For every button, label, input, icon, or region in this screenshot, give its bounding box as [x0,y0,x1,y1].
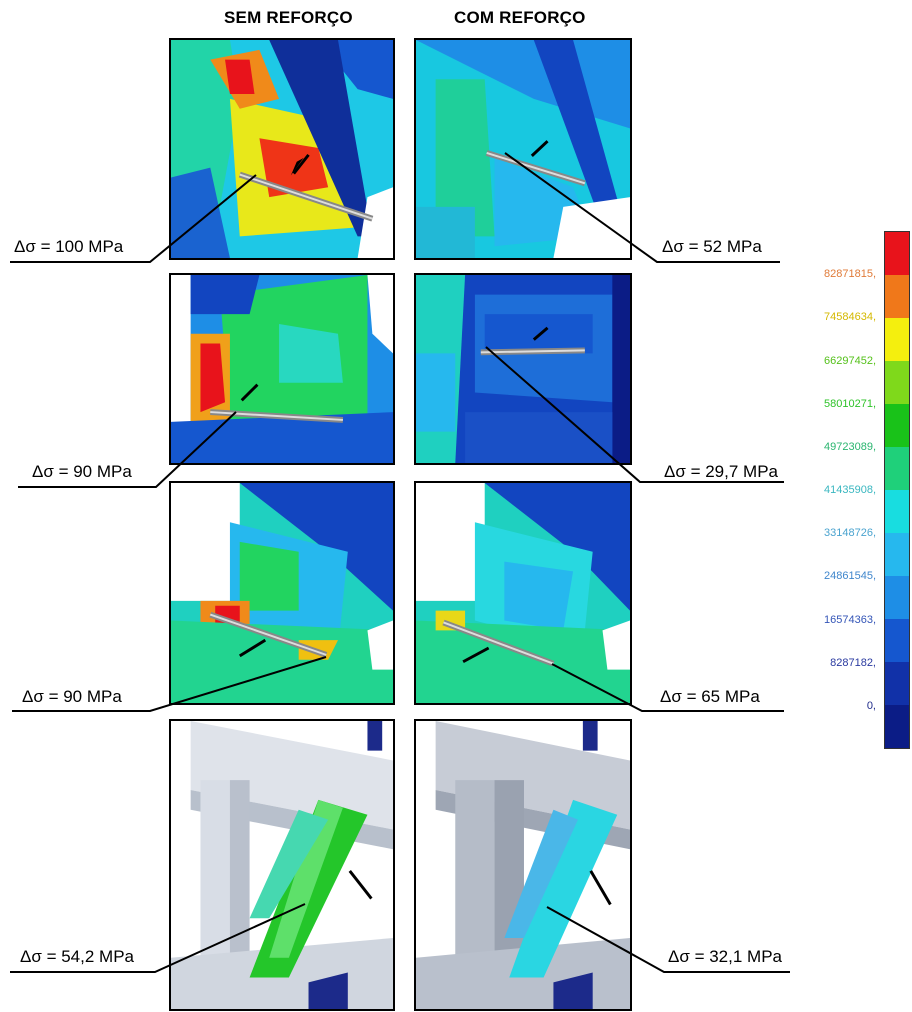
colorbar-tick-label: 49723089, [824,440,876,453]
colorbar-tick-label: 0, [866,699,876,712]
fea-panel-row2-sem-reforco [169,273,395,465]
colorbar-tick-label: 24861545, [824,570,876,583]
stress-label-row1-left: Δσ = 100 MPa [14,237,124,256]
fea-panel-row1-sem-reforco [169,38,395,260]
colorbar-tick-label: 74584634, [824,311,876,324]
stress-label-row3-left: Δσ = 90 MPa [22,687,122,706]
colorbar-tick-label: 58010271, [824,397,876,410]
colorbar-swatch [885,275,909,318]
colorbar-tick-label: 16574363, [824,613,876,626]
colorbar-swatch [885,361,909,404]
stress-label-row2-right: Δσ = 29,7 MPa [664,462,778,481]
colorbar-swatch [885,490,909,533]
colorbar-swatch [885,533,909,576]
colorbar-tick-label: 82871815, [824,268,876,281]
colorbar-swatch [885,318,909,361]
fea-panel-row4-com-reforco [414,719,632,1011]
colorbar-swatch [885,404,909,447]
fea-panel-row4-sem-reforco [169,719,395,1011]
column-title-sem-reforco: SEM REFORÇO [224,8,353,27]
colorbar-swatch [885,576,909,619]
colorbar-swatch [885,705,909,748]
colorbar-tick-label: 8287182, [830,656,876,669]
fea-panel-row3-com-reforco [414,481,632,705]
colorbar-tick-label: 66297452, [824,354,876,367]
fea-panel-row3-sem-reforco [169,481,395,705]
stress-colorbar [884,231,910,749]
stress-label-row4-right: Δσ = 32,1 MPa [668,947,782,966]
colorbar-swatch [885,619,909,662]
colorbar-swatch [885,232,909,275]
stress-label-row3-right: Δσ = 65 MPa [660,687,760,706]
stress-label-row1-right: Δσ = 52 MPa [662,237,762,256]
fea-panel-row1-com-reforco [414,38,632,260]
stress-label-row4-left: Δσ = 54,2 MPa [20,947,134,966]
column-title-com-reforco: COM REFORÇO [454,8,586,27]
colorbar-swatch [885,662,909,705]
colorbar-tick-label: 41435908, [824,484,876,496]
colorbar-swatch [885,447,909,490]
fea-panel-row2-com-reforco [414,273,632,465]
stress-label-row2-left: Δσ = 90 MPa [32,462,132,481]
colorbar-tick-label: 33148726, [824,527,876,540]
